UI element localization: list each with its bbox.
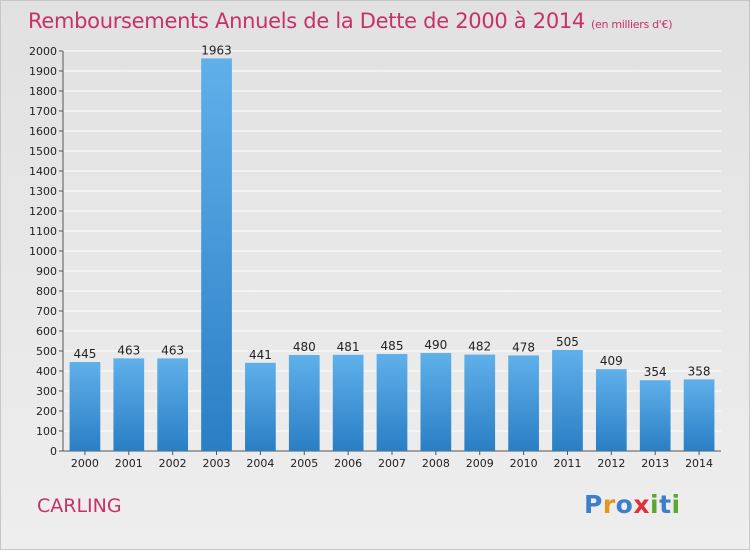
bar-value-label: 463 [117,343,140,357]
y-tick-label: 1100 [29,225,57,238]
bar-value-label: 505 [556,335,579,349]
chart-title-text: Remboursements Annuels de la Dette de 20… [28,9,585,33]
y-tick-label: 1500 [29,145,57,158]
commune-name: CARLING [37,495,122,517]
x-tick-label: 2000 [71,457,99,470]
y-tick-label: 500 [36,345,57,358]
x-tick-label: 2013 [641,457,669,470]
bar [376,354,408,451]
bar [288,355,320,451]
x-tick-label: 2010 [510,457,538,470]
y-tick-label: 900 [36,265,57,278]
bar-value-label: 445 [73,347,96,361]
bar [508,355,539,451]
x-tick-label: 2012 [597,457,625,470]
bar [639,380,671,451]
y-tick-label: 1800 [29,85,57,98]
bar [113,358,145,451]
y-tick-label: 1000 [29,245,57,258]
x-tick-label: 2007 [378,457,406,470]
bar [245,362,276,451]
logo-letter: P [584,490,603,519]
y-tick-label: 700 [36,305,57,318]
logo-letter: t [659,490,672,519]
bar [552,350,583,451]
bar [683,379,715,451]
x-tick-label: 2002 [159,457,187,470]
y-tick-label: 1700 [29,105,57,118]
bar [69,362,101,451]
bar-value-label: 358 [688,364,711,378]
bar-value-label: 441 [249,348,272,362]
bar [201,58,232,452]
bar-value-label: 1963 [201,43,232,57]
x-tick-label: 2011 [553,457,581,470]
chart-title: Remboursements Annuels de la Dette de 20… [28,9,672,33]
proxiti-logo: Proxiti [584,490,681,519]
bar-value-label: 481 [337,340,360,354]
x-tick-label: 2001 [115,457,143,470]
x-tick-label: 2014 [685,457,713,470]
bar-value-label: 480 [293,340,316,354]
bar-value-label: 354 [644,365,667,379]
logo-letter: r [602,490,616,519]
y-tick-label: 2000 [29,45,57,58]
y-tick-label: 1600 [29,125,57,138]
y-tick-label: 1900 [29,65,57,78]
y-tick-label: 400 [36,365,57,378]
bar-value-label: 409 [600,354,623,368]
logo-letter: x [633,490,650,519]
y-tick-label: 800 [36,285,57,298]
x-tick-label: 2003 [203,457,231,470]
bar-value-label: 490 [424,338,447,352]
y-tick-label: 300 [36,385,57,398]
bar [332,354,364,451]
unit-note: (en milliers d'€) [591,18,673,31]
y-tick-label: 100 [36,425,57,438]
y-tick-label: 1300 [29,185,57,198]
x-tick-label: 2006 [334,457,362,470]
y-tick-label: 0 [50,445,57,458]
bar-value-label: 478 [512,340,535,354]
logo-letter: i [650,490,660,519]
bar [420,353,452,451]
logo-letter: o [615,490,634,519]
y-tick-label: 1400 [29,165,57,178]
y-tick-label: 600 [36,325,57,338]
x-tick-label: 2008 [422,457,450,470]
logo-letter: i [671,490,681,519]
y-tick-label: 200 [36,405,57,418]
bar-value-label: 463 [161,343,184,357]
bar [464,354,496,451]
x-tick-label: 2004 [246,457,274,470]
bar-value-label: 482 [468,340,491,354]
x-tick-label: 2009 [466,457,494,470]
bar-value-label: 485 [381,339,404,353]
bar [595,369,627,451]
bar [157,358,189,451]
x-tick-label: 2005 [290,457,318,470]
y-tick-label: 1200 [29,205,57,218]
